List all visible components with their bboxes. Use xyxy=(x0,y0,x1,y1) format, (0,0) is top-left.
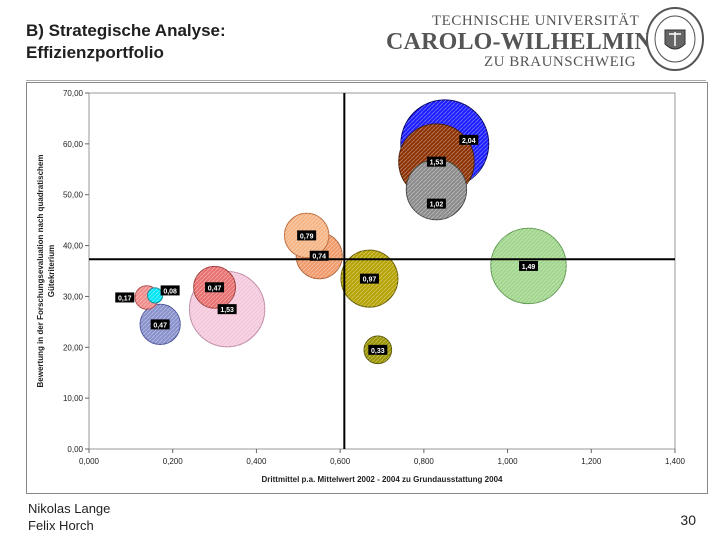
bubble-label-box xyxy=(115,292,135,303)
x-tick-label: 1,000 xyxy=(498,457,519,466)
bubble-label-box xyxy=(160,285,180,296)
bubble-label-box xyxy=(217,304,237,315)
bubble-label: 1,49 xyxy=(522,264,536,271)
header-divider xyxy=(26,80,706,81)
bubble-label: 0,33 xyxy=(371,348,385,355)
slide-title-line1: B) Strategische Analyse: xyxy=(26,21,226,40)
bubble-label-box xyxy=(368,344,388,355)
y-tick-label: 60,00 xyxy=(63,140,84,149)
university-seal-icon xyxy=(646,7,704,71)
bubble-label-box xyxy=(297,230,317,241)
y-tick-label: 40,00 xyxy=(63,242,84,251)
y-tick-label: 50,00 xyxy=(63,191,84,200)
bubble-label-box xyxy=(459,134,479,145)
logo-line1: TECHNISCHE UNIVERSITÄT xyxy=(432,13,640,29)
y-tick-label: 20,00 xyxy=(63,343,84,352)
author-name-2: Felix Horch xyxy=(28,518,94,533)
bubble-label: 0,47 xyxy=(153,322,167,329)
efficiency-portfolio-chart: 0,00 10,00 20,00 30,00 40,00 50,00 60,00 70,00 0… xyxy=(36,89,686,484)
bubble-label: 1,02 xyxy=(430,202,444,209)
bubble-label-box xyxy=(205,282,225,293)
bubble-hatch xyxy=(406,159,467,220)
x-tick-label: 1,400 xyxy=(665,457,686,466)
bubble-label-box xyxy=(426,156,446,167)
university-logo: TECHNISCHE UNIVERSITÄT CAROLO-WILHELMINA… xyxy=(386,10,669,72)
bubble-label: 2,04 xyxy=(462,138,476,145)
bubble-label: 1,53 xyxy=(220,307,234,314)
slide-title: B) Strategische Analyse: Effizienzportfo… xyxy=(26,20,226,64)
bubble-label-box xyxy=(150,319,170,330)
logo-line3: ZU BRAUNSCHWEIG xyxy=(484,54,637,70)
y-tick-label: 10,00 xyxy=(63,394,84,403)
bubble-label-box xyxy=(309,250,329,261)
y-tick-label: 70,00 xyxy=(63,89,84,98)
bubble-label: 0,08 xyxy=(163,288,177,295)
x-axis-title: Drittmittel p.a. Mittelwert 2002 - 2004 … xyxy=(262,475,504,484)
x-tick-label: 0,800 xyxy=(414,457,435,466)
footer-authors: Nikolas Lange Felix Horch xyxy=(28,500,110,534)
x-tick-label: 0,000 xyxy=(79,457,100,466)
bubble-label: 1,53 xyxy=(430,160,444,167)
y-tick-label: 30,00 xyxy=(63,292,84,301)
x-tick-label: 1,200 xyxy=(581,457,602,466)
bubble-label: 0,47 xyxy=(208,285,222,292)
bubble-hatch xyxy=(147,287,163,303)
slide-title-line2: Effizienzportfolio xyxy=(26,43,164,62)
y-axis-title-line1: Bewertung in der Forschungsevaluation na… xyxy=(36,155,45,388)
logo-line2: CAROLO-WILHELMINA xyxy=(386,29,670,55)
chart-frame: 0,00 10,00 20,00 30,00 40,00 50,00 60,00 70,00 0… xyxy=(26,82,708,494)
x-tick-label: 0,400 xyxy=(246,457,267,466)
y-axis-title-line2: Gütekriterium xyxy=(47,245,56,297)
x-tick-label: 0,200 xyxy=(163,457,184,466)
author-name-1: Nikolas Lange xyxy=(28,501,111,516)
bubble-label-box xyxy=(426,198,446,209)
bubble-label: 0,74 xyxy=(312,254,326,261)
bubble-label-box xyxy=(519,260,538,271)
bubble-label: 0,17 xyxy=(118,295,132,302)
x-tick-label: 0,600 xyxy=(330,457,351,466)
bubble-label: 0,79 xyxy=(300,233,314,240)
bubble-label: 0,97 xyxy=(363,277,377,284)
y-tick-label: 0,00 xyxy=(67,445,83,454)
bubble-label-box xyxy=(359,273,379,284)
page-number: 30 xyxy=(680,512,696,528)
